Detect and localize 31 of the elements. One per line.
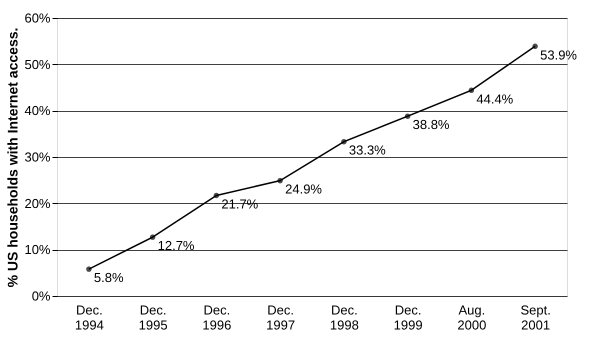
- x-tick-label: Sept. 2001: [520, 302, 551, 332]
- point: [277, 178, 283, 184]
- x-tick-label: Dec. 1994: [74, 302, 104, 332]
- point: [404, 113, 410, 119]
- point: [86, 266, 92, 272]
- data-label: 44.4%: [476, 91, 514, 106]
- y-axis-title: % US households with Internet access.: [4, 28, 20, 288]
- data-label: 12.7%: [158, 238, 195, 254]
- point: [341, 138, 347, 144]
- point: [532, 44, 538, 49]
- x-tick-label: Dec. 1996: [202, 302, 232, 332]
- data-label: 38.8%: [412, 117, 450, 132]
- y-tick-label: 30%: [24, 150, 51, 164]
- data-label: 53.9%: [540, 47, 578, 62]
- x-tick-label: Aug. 2000: [457, 302, 486, 332]
- y-tick-label: 0%: [32, 288, 51, 304]
- y-tick-label: 60%: [24, 10, 51, 26]
- x-tick-label: Dec. 1997: [266, 302, 296, 332]
- y-tick-label: 10%: [24, 242, 51, 258]
- data-label: 5.8%: [94, 270, 124, 286]
- data-label: 24.9%: [285, 182, 322, 197]
- point: [214, 192, 220, 198]
- y-tick-label: 20%: [24, 196, 51, 211]
- y-tick-label: 50%: [24, 56, 51, 72]
- x-tick-label: Dec. 1995: [138, 302, 168, 332]
- x-tick-label: Dec. 1999: [394, 302, 423, 332]
- x-tick-label: Dec. 1998: [330, 302, 359, 332]
- point: [468, 88, 474, 94]
- y-tick-label: 40%: [24, 103, 51, 118]
- data-label: 33.3%: [348, 142, 386, 158]
- point: [150, 234, 156, 240]
